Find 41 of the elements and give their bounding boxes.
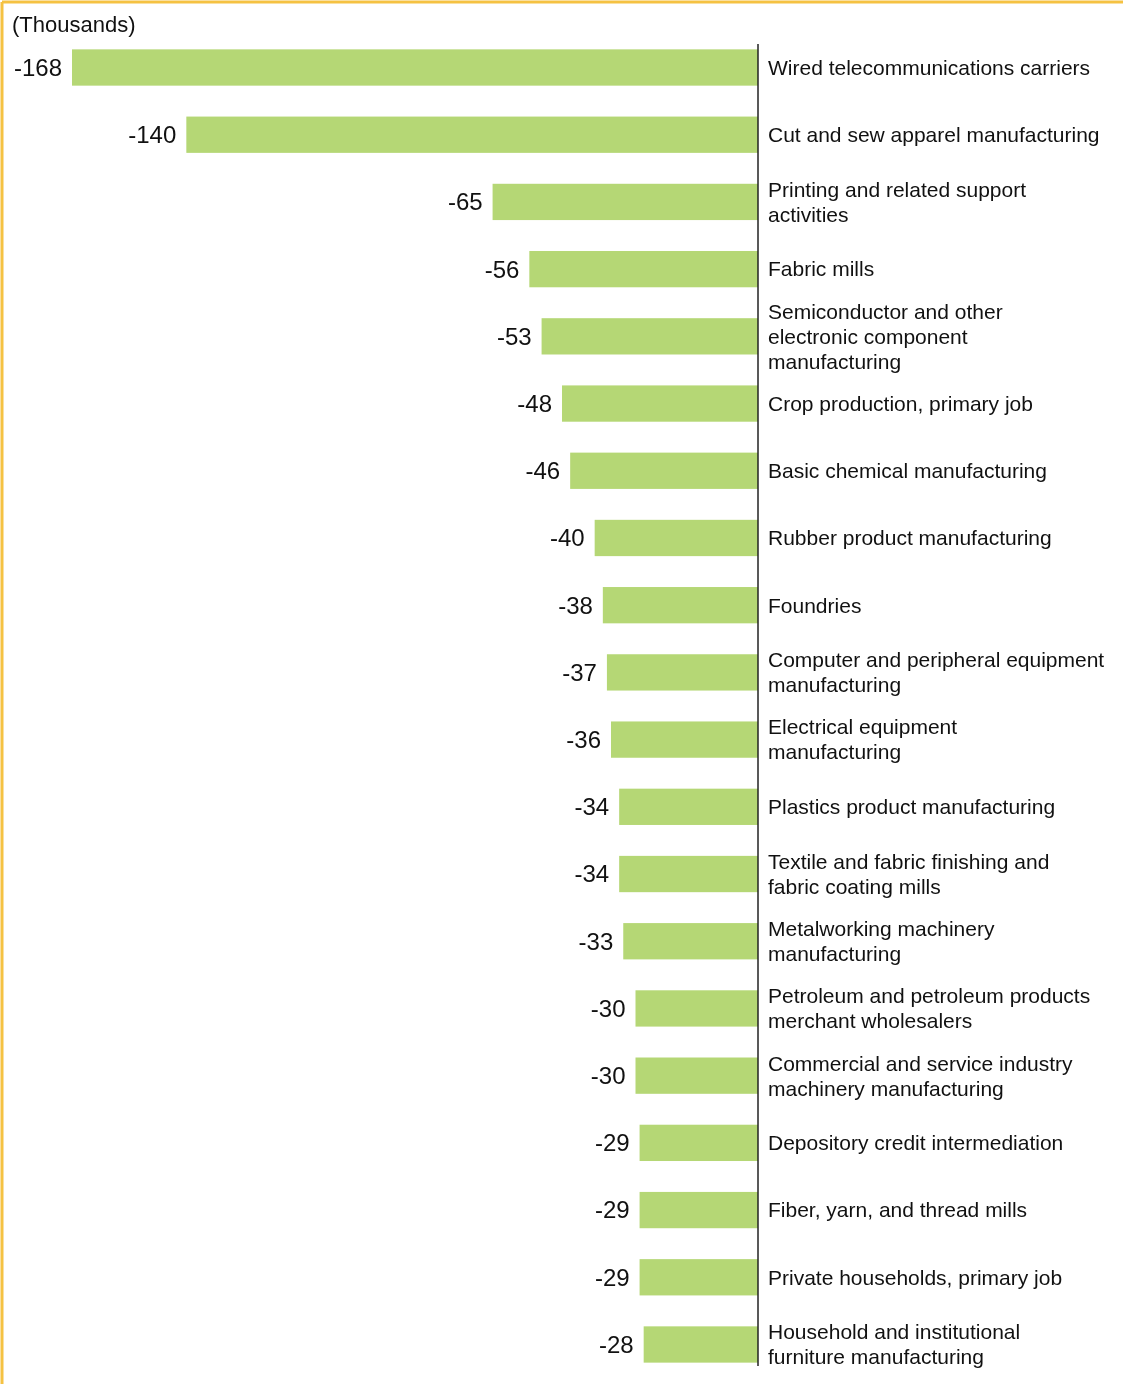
y-tick-label: Printing and related support activities — [768, 177, 1027, 226]
y-tick-label: Electrical equipment manufacturing — [768, 715, 958, 764]
data-label: -28 — [598, 1330, 634, 1358]
y-tick-label: Wired telecommunications carriers — [768, 55, 1091, 79]
y-tick-label: Plastics product manufacturing — [768, 795, 1056, 819]
data-label: -29 — [594, 1263, 630, 1291]
data-label: -48 — [517, 389, 552, 417]
data-label: -53 — [496, 322, 532, 350]
data-label: -34 — [574, 860, 610, 888]
data-label: -29 — [594, 1196, 630, 1224]
y-tick-label: Basic chemical manufacturing — [768, 459, 1047, 483]
y-tick-label: Semiconductor and other electronic component manufacturing — [768, 299, 1003, 373]
y-tick-label: Fiber, yarn, and thread mills — [768, 1198, 1028, 1222]
y-tick-label: Rubber product manufacturing — [768, 526, 1052, 550]
y-tick-label: Fabric mills — [768, 257, 875, 281]
x-axis-title: (Thousands) — [12, 12, 136, 37]
data-label: -30 — [590, 1062, 626, 1090]
y-tick-label: Crop production, primary job — [768, 391, 1033, 415]
y-tick-label: Computer and peripheral equipment manufacturing — [768, 648, 1105, 697]
y-tick-label: Petroleum and petroleum products merchant wholesalers — [768, 984, 1091, 1033]
y-tick-label: Textile and fabric finishing and fabric coating mills — [768, 849, 1050, 898]
data-label: -168 — [13, 53, 62, 81]
data-label: -36 — [566, 726, 601, 753]
data-label: -33 — [578, 927, 614, 955]
y-tick-label: Household and institutional furniture manufacturing — [768, 1320, 1021, 1369]
y-tick-label: Private households, primary job — [768, 1265, 1063, 1289]
data-label: -34 — [574, 793, 610, 821]
y-tick-label: Metalworking machinery manufacturing — [768, 917, 995, 966]
data-label: -65 — [447, 188, 483, 216]
data-label: -37 — [562, 658, 597, 686]
y-tick-label: Cut and sew apparel manufacturing — [768, 123, 1100, 147]
data-label: -140 — [128, 121, 177, 149]
y-tick-label: Commercial and service industry machinery manufacturing — [768, 1051, 1074, 1100]
data-label: -30 — [590, 994, 626, 1022]
data-label: -56 — [484, 255, 520, 283]
y-tick-label: Foundries — [768, 593, 862, 617]
data-label: -40 — [549, 524, 585, 552]
y-tick-label: Depository credit intermediation — [768, 1131, 1064, 1155]
data-label: -46 — [525, 457, 561, 485]
data-label: -29 — [594, 1129, 630, 1157]
data-label: -38 — [558, 591, 593, 619]
